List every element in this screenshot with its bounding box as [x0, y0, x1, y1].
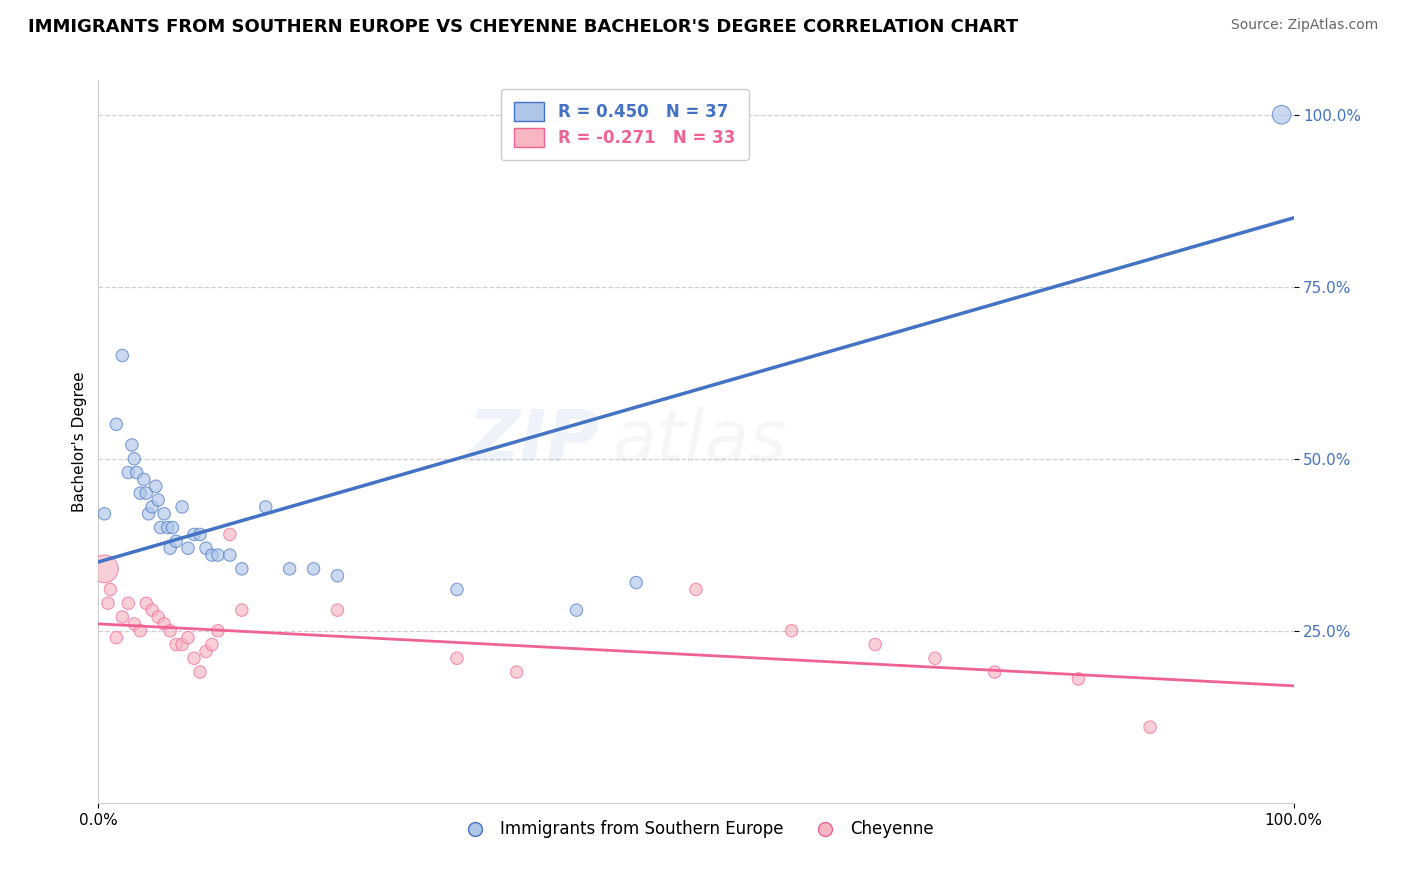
Point [148, 610, 170, 624]
Point [129, 486, 152, 500]
Point [219, 548, 242, 562]
Point [124, 616, 146, 631]
Point [153, 616, 176, 631]
Point [207, 624, 229, 638]
Text: IMMIGRANTS FROM SOUTHERN EUROPE VS CHEYENNE BACHELOR'S DEGREE CORRELATION CHART: IMMIGRANTS FROM SOUTHERN EUROPE VS CHEYE… [28, 18, 1018, 36]
Point [162, 520, 184, 534]
Point [97, 596, 120, 610]
Point [446, 582, 468, 597]
Point [177, 631, 200, 645]
Point [188, 665, 211, 679]
Point [984, 665, 1007, 679]
Point [201, 548, 224, 562]
Point [195, 541, 218, 556]
Point [148, 493, 170, 508]
Point [111, 610, 134, 624]
Point [149, 520, 172, 534]
Point [183, 651, 205, 665]
Point [141, 603, 163, 617]
Point [865, 638, 887, 652]
Text: Source: ZipAtlas.com: Source: ZipAtlas.com [1230, 18, 1378, 32]
Point [278, 562, 301, 576]
Point [138, 507, 160, 521]
Point [172, 500, 194, 514]
Point [201, 638, 224, 652]
Point [135, 486, 157, 500]
Text: ZIP: ZIP [468, 407, 600, 476]
Point [302, 562, 325, 576]
Point [1139, 720, 1161, 734]
Point [105, 631, 128, 645]
Point [172, 638, 194, 652]
Point [111, 349, 134, 363]
Point [159, 541, 181, 556]
Point [117, 466, 139, 480]
Point [145, 479, 167, 493]
Point [924, 651, 946, 665]
Text: atlas: atlas [613, 407, 787, 476]
Point [780, 624, 803, 638]
Point [506, 665, 529, 679]
Point [685, 582, 707, 597]
Point [165, 638, 187, 652]
Legend: Immigrants from Southern Europe, Cheyenne: Immigrants from Southern Europe, Cheyenn… [451, 814, 941, 845]
Point [125, 466, 148, 480]
Point [231, 562, 253, 576]
Point [326, 603, 349, 617]
Point [219, 527, 242, 541]
Point [141, 500, 163, 514]
Point [1271, 108, 1294, 122]
Point [565, 603, 588, 617]
Point [326, 568, 349, 582]
Point [124, 451, 146, 466]
Point [195, 644, 218, 658]
Point [156, 520, 179, 534]
Point [1067, 672, 1090, 686]
Point [93, 562, 115, 576]
Point [153, 507, 176, 521]
Point [121, 438, 143, 452]
Point [165, 534, 187, 549]
Point [183, 527, 205, 541]
Point [207, 548, 229, 562]
Point [446, 651, 468, 665]
Point [98, 582, 122, 597]
Point [231, 603, 253, 617]
Point [177, 541, 200, 556]
Point [105, 417, 128, 432]
Point [135, 596, 157, 610]
Point [129, 624, 152, 638]
Point [159, 624, 181, 638]
Point [132, 472, 155, 486]
Point [188, 527, 211, 541]
Point [254, 500, 277, 514]
Y-axis label: Bachelor's Degree: Bachelor's Degree [72, 371, 87, 512]
Point [93, 507, 115, 521]
Point [117, 596, 139, 610]
Point [626, 575, 648, 590]
